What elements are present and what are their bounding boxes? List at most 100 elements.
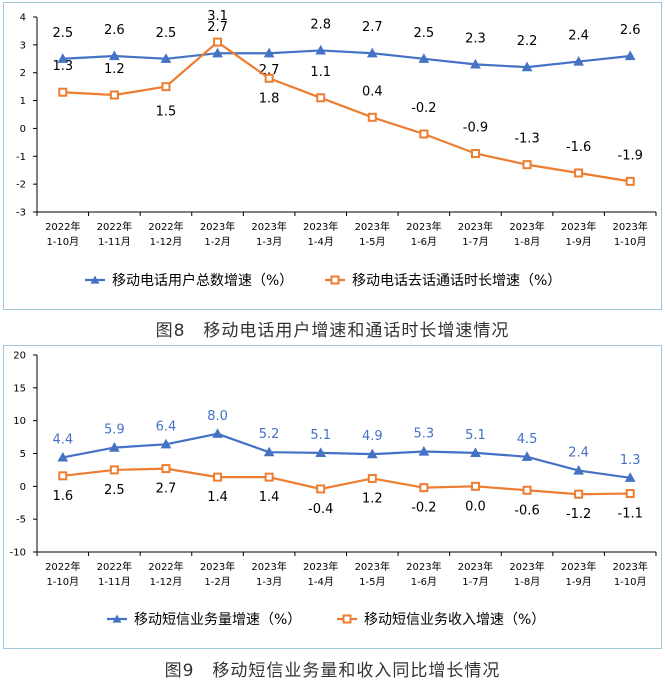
data-label: 1.5 [156, 105, 177, 120]
y-tick-label: -10 [10, 548, 26, 559]
data-point-triangle [212, 47, 223, 58]
y-tick-label: -3 [16, 208, 26, 219]
data-label: 1.4 [207, 490, 228, 505]
y-tick-label: -1 [16, 152, 26, 163]
data-point-triangle [366, 47, 378, 58]
y-tick-label: 20 [13, 351, 26, 362]
y-tick-label: 5 [20, 449, 26, 460]
data-point-square [522, 485, 532, 495]
data-point-triangle [315, 447, 327, 457]
legend-marker-triangle [112, 614, 122, 623]
data-label: 1.6 [52, 489, 73, 504]
y-tick-label: -5 [16, 515, 26, 526]
data-label: 2.7 [207, 20, 228, 35]
data-point-triangle [418, 446, 430, 456]
data-label: 1.4 [259, 490, 280, 505]
x-tick-label-year: 2023年 [200, 560, 235, 573]
y-tick-label: 4 [20, 13, 26, 24]
data-label: 4.9 [362, 429, 383, 444]
chart-sms-volume-and-revenue: -10 -5 0 5 10 15 20 2022年 1-10月 2022年 1-11月 2022年 1-… [10, 351, 657, 628]
data-label: 4.4 [52, 432, 73, 447]
series-line-1 [62, 49, 631, 69]
data-point-square [574, 168, 584, 178]
data-label: 5.3 [414, 427, 435, 442]
data-label: 2.7 [156, 482, 177, 497]
y-tick-label: 0 [20, 124, 26, 135]
data-point-square [625, 489, 635, 499]
x-tick-label-year: 2023年 [509, 220, 544, 233]
legend-marker-square [342, 614, 352, 624]
x-tick-label-year: 2023年 [561, 220, 596, 233]
data-label: -1.3 [514, 132, 539, 147]
x-tick-label-year: 2023年 [561, 560, 596, 573]
figure-caption-9: 图9 移动短信业务量和收入同比增长情况 [164, 661, 501, 681]
x-tick-label-year: 2022年 [97, 560, 132, 573]
data-label: 6.4 [156, 419, 177, 434]
legend-label: 移动短信业务量增速（%） [134, 612, 301, 628]
data-point-triangle [160, 438, 172, 449]
data-label: 1.8 [259, 91, 280, 106]
data-point-square [419, 129, 429, 139]
data-point-triangle [57, 53, 69, 63]
x-tick-label-period: 1-8月 [514, 576, 540, 588]
x-tick-label-period: 1-5月 [359, 576, 385, 588]
data-point-triangle [521, 451, 533, 461]
x-tick-label-period: 1-3月 [256, 236, 282, 248]
x-tick-label-period: 1-12月 [150, 236, 183, 248]
data-point-square [264, 73, 274, 83]
legend-marker-triangle [90, 275, 100, 284]
x-tick-label-year: 2023年 [251, 220, 286, 233]
x-tick-label-period: 1-6月 [411, 576, 437, 588]
legend-label: 移动短信业务收入增速（%） [364, 612, 545, 628]
data-point-square [213, 472, 223, 482]
legend-label: 移动电话去话通话时长增速（%） [352, 273, 561, 289]
data-label: 2.7 [362, 20, 383, 35]
x-tick-label-period: 1-4月 [308, 236, 334, 248]
data-point-square [161, 82, 171, 92]
data-point-square [522, 160, 532, 170]
data-point-triangle [624, 472, 636, 482]
x-tick-label-year: 2023年 [406, 220, 441, 233]
data-point-triangle [418, 53, 430, 63]
chart-panel-sms: -10 -5 0 5 10 15 20 2022年 1-10月 2022年 1-11月 2022年 1-… [3, 345, 662, 649]
data-label: -1.6 [566, 140, 591, 155]
data-label: 2.3 [465, 31, 486, 46]
data-point-square [367, 112, 377, 122]
x-tick-label-year: 2023年 [406, 560, 441, 573]
y-tick-label: 10 [13, 416, 26, 427]
data-label: -0.6 [514, 503, 539, 518]
x-tick-label-year: 2023年 [355, 220, 390, 233]
data-point-square [264, 472, 274, 482]
x-tick-label-period: 1-11月 [98, 236, 131, 248]
data-point-square [58, 87, 68, 97]
data-label: -0.2 [411, 501, 436, 516]
x-tick-label-period: 1-5月 [359, 236, 385, 248]
data-point-square [109, 90, 119, 100]
data-point-triangle [521, 61, 533, 72]
x-tick-label-year: 2023年 [200, 220, 235, 233]
x-tick-label-period: 1-10月 [614, 576, 647, 588]
y-tick-label: 2 [20, 68, 26, 79]
data-point-square [316, 484, 326, 494]
x-tick-label-year: 2023年 [458, 220, 493, 233]
y-tick-label: 0 [20, 482, 26, 493]
x-tick-label-period: 1-3月 [256, 576, 282, 588]
data-point-square [625, 176, 635, 186]
data-label: 2.5 [156, 26, 177, 41]
x-tick-label-period: 1-12月 [150, 576, 183, 588]
data-label: 2.6 [620, 23, 641, 38]
chart-mobile-users-and-call-duration: -3 -2 -1 0 1 2 3 4 2022年 1-10月 2022年 1-11月 2022年 1-12… [16, 9, 657, 289]
x-tick-label-year: 2023年 [251, 560, 286, 573]
data-label: 4.5 [517, 432, 538, 447]
data-point-triangle [573, 465, 584, 475]
x-tick-label-period: 1-2月 [204, 236, 230, 248]
y-tick-label: 3 [20, 40, 26, 51]
data-point-triangle [470, 447, 481, 457]
data-label: 0.4 [362, 84, 383, 99]
data-label: -1.1 [618, 507, 643, 522]
data-label: 1.2 [104, 62, 125, 77]
x-tick-label-year: 2022年 [148, 560, 183, 573]
series-line-1 [62, 432, 631, 479]
data-point-square [367, 473, 377, 483]
x-tick-label-period: 1-10月 [614, 236, 647, 248]
